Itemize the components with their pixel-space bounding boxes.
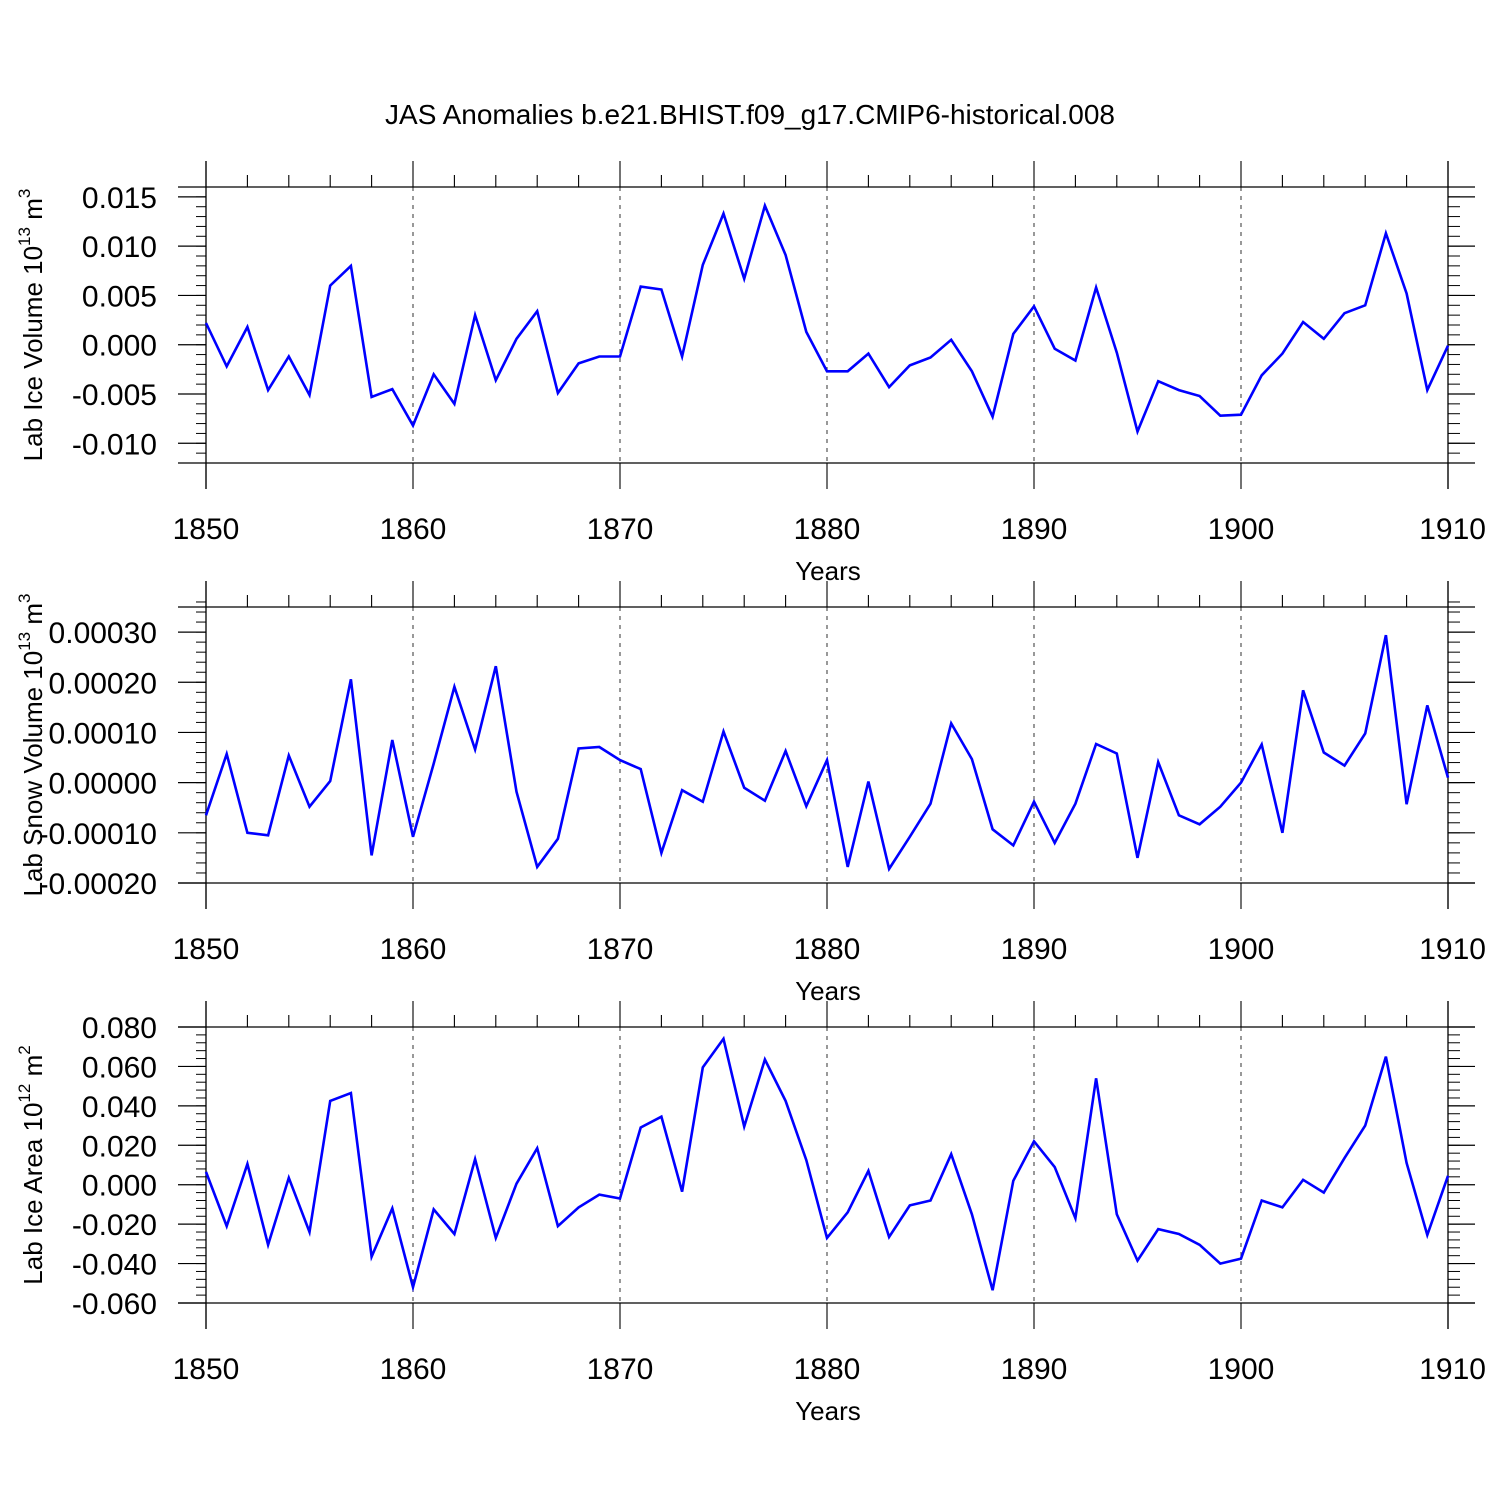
p1-y-axis-label: Lab Snow Volume 1013 m3: [15, 593, 48, 896]
chart-title: JAS Anomalies b.e21.BHIST.f09_g17.CMIP6-…: [385, 99, 1115, 130]
p1-x-tick-label-1890: 1890: [1001, 933, 1068, 966]
p0-x-tick-label-1850: 1850: [173, 513, 240, 546]
p0-y-axis-label-text: Lab Ice Volume 10: [18, 246, 48, 461]
p2-y-tick-label: 0.020: [82, 1130, 157, 1163]
p2-y-tick-label: -0.040: [72, 1249, 157, 1282]
p2-x-tick-label-1880: 1880: [794, 1353, 861, 1386]
p1-x-tick-label-1860: 1860: [380, 933, 447, 966]
p1-y-tick-label: 0.00020: [49, 667, 157, 700]
p1-x-tick-label-1880: 1880: [794, 933, 861, 966]
p1-y-tick-label: 0.00010: [49, 717, 157, 750]
p0-y-tick-label: 0.000: [82, 330, 157, 363]
p1-x-tick-label-1900: 1900: [1208, 933, 1275, 966]
p1-y-tick-label: 0.00030: [49, 617, 157, 650]
p0-y-axis-label-exp: 13: [15, 227, 34, 246]
p2-y-axis-label-text: Lab Ice Area 10: [18, 1103, 48, 1285]
panel-ice-volume: -0.010 -0.005 0.000 0.005 0.010 0.015 1850 1860…: [15, 161, 1486, 586]
p1-x-axis-label: Years: [795, 976, 861, 1006]
p2-x-tick-label-1850: 1850: [173, 1353, 240, 1386]
p1-y-tick-label: -0.00010: [39, 818, 157, 851]
p0-y-axis-label-unit: m: [18, 198, 48, 227]
p2-x-tick-label-1900: 1900: [1208, 1353, 1275, 1386]
p2-y-axis-label-unit: m: [18, 1055, 48, 1084]
p1-y-tick-label: 0.00000: [49, 768, 157, 801]
p0-y-tick-label: -0.010: [72, 428, 157, 461]
p1-y-axis-label-unit-exp: 3: [15, 593, 34, 602]
p1-x-tick-label-1910: 1910: [1419, 933, 1486, 966]
p0-x-tick-label-1890: 1890: [1001, 513, 1068, 546]
p2-y-axis-label: Lab Ice Area 1012 m2: [15, 1045, 48, 1284]
p1-y-axis-label-text: Lab Snow Volume 10: [18, 651, 48, 897]
p1-x-tick-label-1850: 1850: [173, 933, 240, 966]
p2-x-tick-label-1870: 1870: [587, 1353, 654, 1386]
p2-y-tick-label: -0.060: [72, 1288, 157, 1321]
p1-y-axis-label-exp: 13: [15, 632, 34, 651]
p2-x-tick-label-1910: 1910: [1419, 1353, 1486, 1386]
p0-y-tick-label: 0.005: [82, 280, 157, 313]
p0-x-tick-label-1880: 1880: [794, 513, 861, 546]
p0-x-axis-label: Years: [795, 556, 861, 586]
p2-x-axis-label: Years: [795, 1396, 861, 1426]
p2-y-tick-label: 0.060: [82, 1051, 157, 1084]
panel-snow-volume: -0.00020 -0.00010 0.00000 0.00010 0.00020 0.0…: [15, 581, 1486, 1006]
p2-x-tick-label-1860: 1860: [380, 1353, 447, 1386]
p2-y-tick-label: 0.040: [82, 1091, 157, 1124]
p0-x-tick-label-1910: 1910: [1419, 513, 1486, 546]
p1-x-tick-label-1870: 1870: [587, 933, 654, 966]
panel-ice-area: -0.060 -0.040 -0.020 0.000 0.020 0.040 0.060 0.…: [15, 1001, 1486, 1426]
p2-y-axis-label-exp: 12: [15, 1084, 34, 1103]
p2-y-tick-label: -0.020: [72, 1209, 157, 1242]
p2-y-tick-label: 0.080: [82, 1012, 157, 1045]
p0-y-axis-label-unit-exp: 3: [15, 189, 34, 198]
p0-y-tick-label: 0.010: [82, 231, 157, 264]
p0-x-tick-label-1900: 1900: [1208, 513, 1275, 546]
p2-y-axis-label-unit-exp: 2: [15, 1045, 34, 1054]
p0-x-tick-label-1870: 1870: [587, 513, 654, 546]
p0-x-tick-label-1860: 1860: [380, 513, 447, 546]
p1-y-tick-label: -0.00020: [39, 868, 157, 901]
p0-y-axis-label: Lab Ice Volume 1013 m3: [15, 189, 48, 462]
p1-y-axis-label-unit: m: [18, 603, 48, 632]
p2-x-tick-label-1890: 1890: [1001, 1353, 1068, 1386]
p0-y-tick-label: 0.015: [82, 182, 157, 215]
p0-y-tick-label: -0.005: [72, 379, 157, 412]
p2-y-tick-label: 0.000: [82, 1170, 157, 1203]
